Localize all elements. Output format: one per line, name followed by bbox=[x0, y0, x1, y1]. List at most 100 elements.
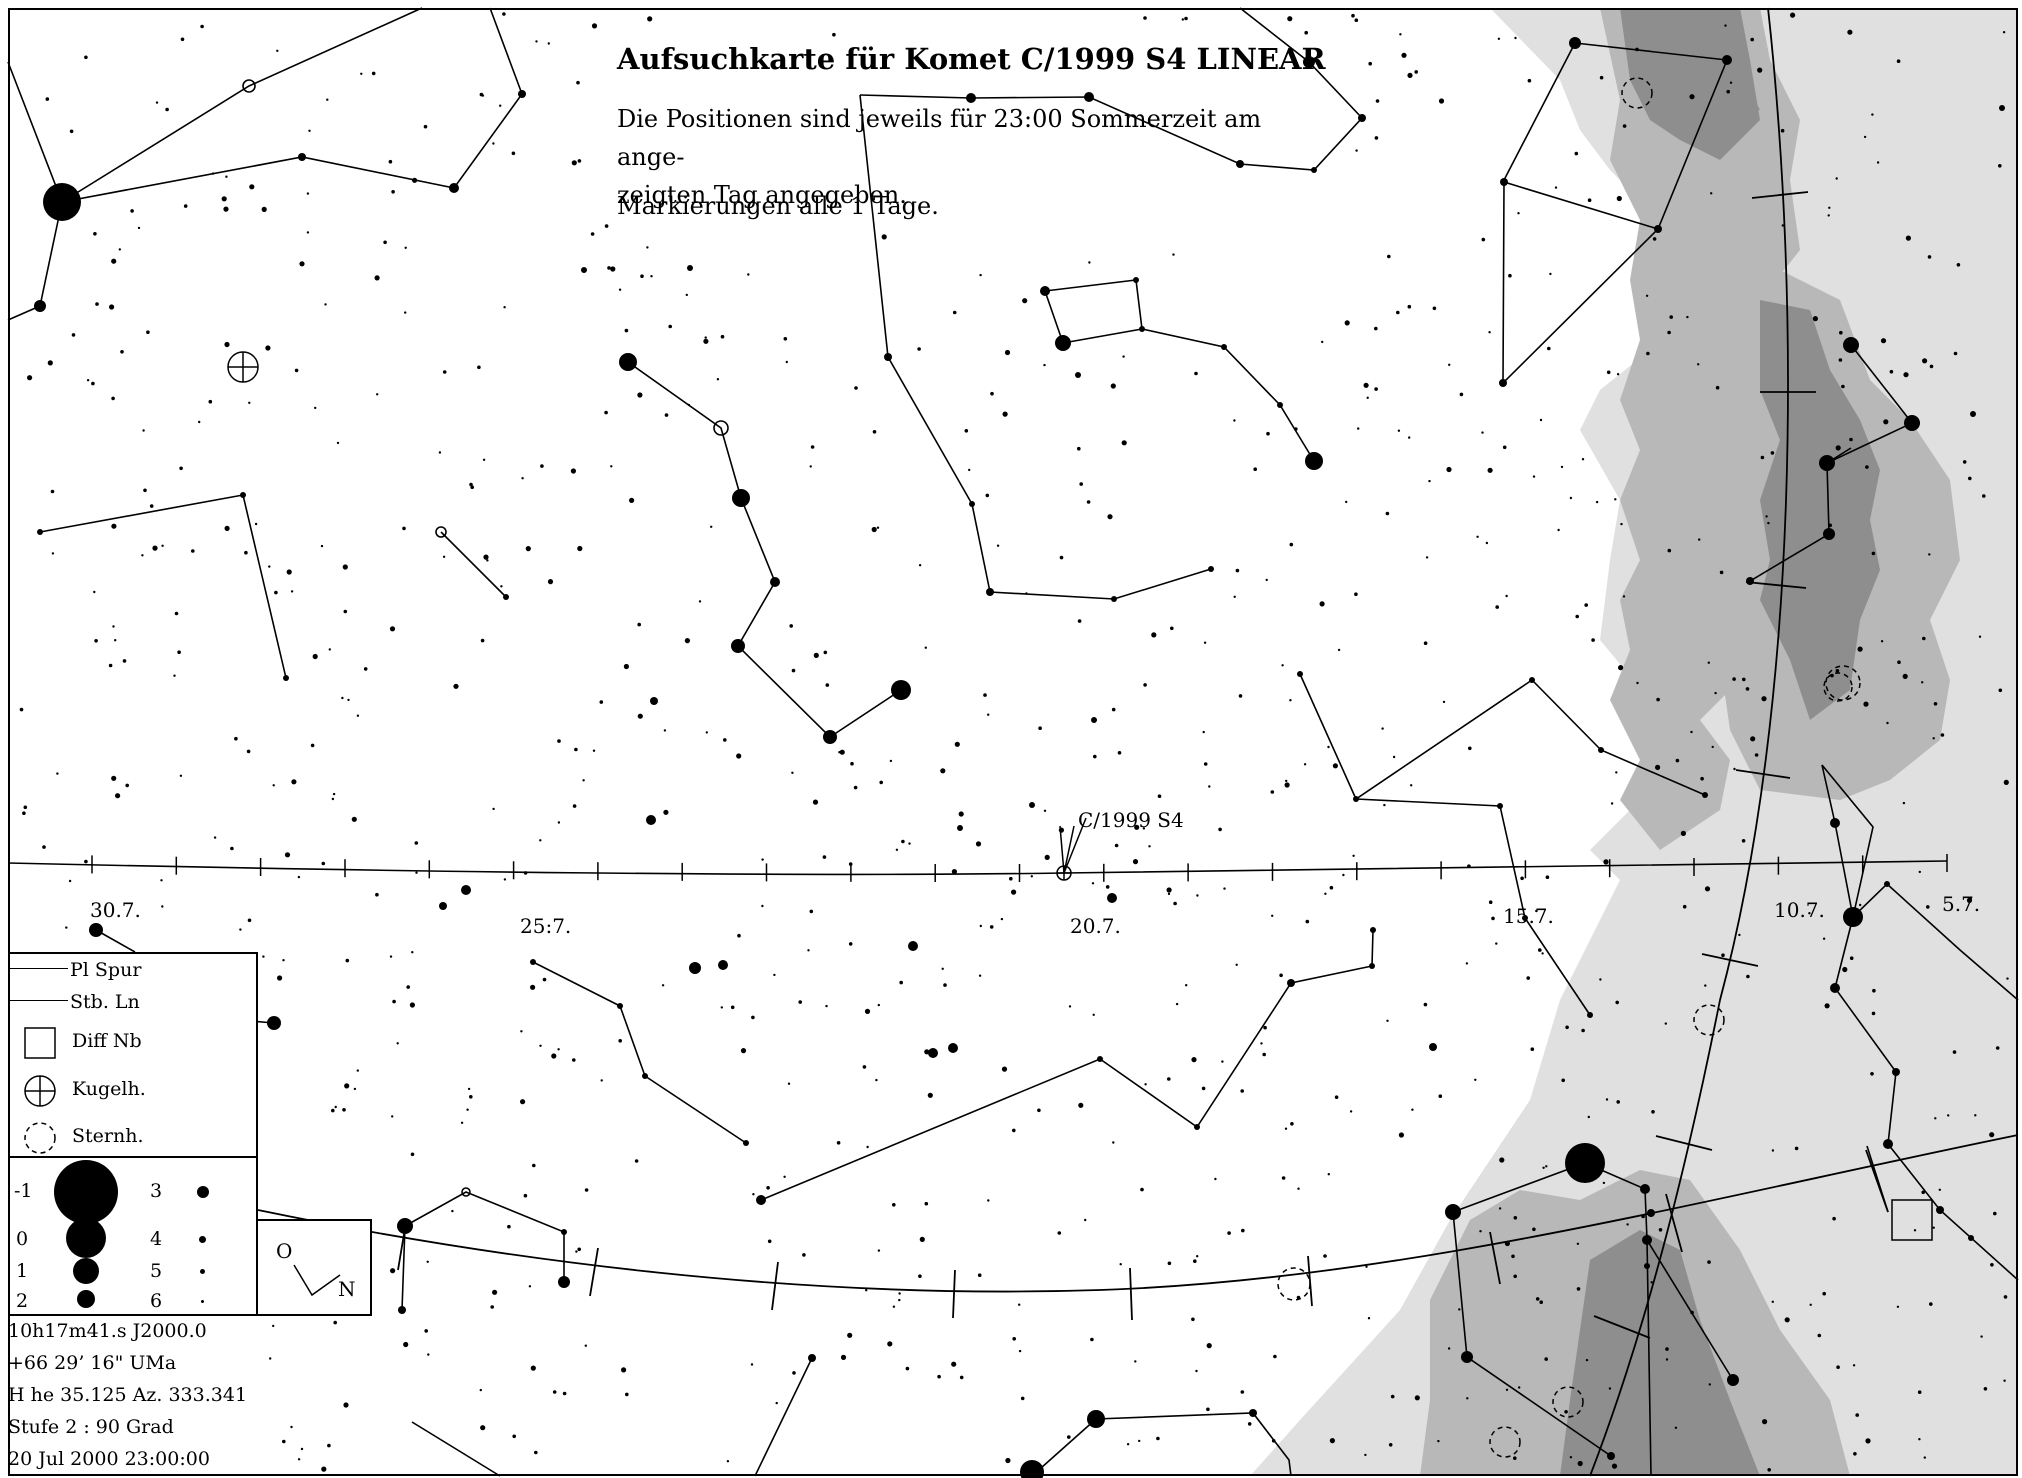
faint-star bbox=[1513, 1216, 1518, 1220]
faint-star bbox=[336, 441, 340, 445]
faint-star bbox=[1853, 1452, 1857, 1456]
faint-star bbox=[1962, 460, 1967, 464]
magnitude-label: 1 bbox=[16, 1260, 29, 1282]
constellation-lines bbox=[7, 7, 2019, 1477]
faint-star bbox=[1581, 458, 1585, 461]
faint-star bbox=[71, 333, 76, 337]
faint-stars bbox=[19, 12, 2009, 1472]
faint-star bbox=[1037, 1108, 1041, 1113]
faint-star bbox=[160, 879, 163, 882]
faint-star bbox=[1077, 446, 1081, 451]
faint-star bbox=[200, 24, 204, 29]
faint-star bbox=[213, 836, 217, 839]
faint-star bbox=[1352, 854, 1355, 857]
faint-star bbox=[262, 955, 265, 958]
star bbox=[1111, 596, 1117, 602]
milky-way-dense-3 bbox=[1560, 1230, 1760, 1476]
faint-star bbox=[374, 275, 380, 281]
faint-star bbox=[1173, 901, 1177, 906]
faint-star bbox=[1966, 897, 1973, 904]
info-level: Stufe 2 : 90 Grad bbox=[8, 1416, 174, 1438]
faint-star bbox=[1498, 1207, 1502, 1210]
star bbox=[1569, 37, 1581, 49]
faint-star bbox=[634, 1159, 639, 1163]
faint-star bbox=[590, 232, 595, 236]
star bbox=[1499, 379, 1507, 387]
faint-star bbox=[1410, 784, 1413, 787]
star bbox=[37, 529, 43, 535]
faint-star bbox=[710, 525, 713, 528]
milky-way-dense-4 bbox=[1640, 8, 1760, 120]
star bbox=[398, 1306, 406, 1314]
faint-star bbox=[1110, 383, 1116, 389]
faint-star bbox=[1364, 1453, 1367, 1457]
faint-star bbox=[1707, 661, 1711, 664]
star bbox=[1107, 893, 1117, 903]
faint-star bbox=[1357, 427, 1360, 430]
faint-star bbox=[308, 129, 311, 132]
faint-star bbox=[1741, 839, 1746, 843]
faint-star bbox=[1038, 726, 1042, 730]
faint-star bbox=[736, 753, 742, 759]
faint-star bbox=[269, 1357, 272, 1360]
faint-star bbox=[1368, 61, 1372, 66]
faint-star bbox=[1576, 1287, 1581, 1291]
galactic-tick bbox=[1701, 953, 1759, 967]
faint-star bbox=[1667, 330, 1671, 335]
faint-star bbox=[1304, 30, 1308, 35]
faint-star bbox=[221, 196, 227, 202]
star bbox=[1429, 1043, 1437, 1051]
star bbox=[1722, 55, 1732, 65]
faint-star bbox=[1938, 1188, 1942, 1192]
faint-star bbox=[388, 159, 393, 164]
double-star-icon bbox=[713, 420, 729, 436]
faint-star bbox=[927, 1092, 933, 1098]
faint-star bbox=[469, 482, 473, 487]
faint-star bbox=[1742, 677, 1746, 682]
faint-star bbox=[1549, 272, 1552, 276]
star bbox=[1884, 881, 1890, 887]
faint-star bbox=[1675, 758, 1680, 763]
faint-star bbox=[249, 184, 255, 190]
faint-star bbox=[577, 545, 583, 552]
faint-star bbox=[792, 1371, 796, 1375]
galactic-tick bbox=[1745, 581, 1807, 589]
faint-star bbox=[1458, 1308, 1461, 1311]
faint-star bbox=[1227, 1231, 1231, 1235]
star bbox=[1830, 818, 1840, 828]
faint-star bbox=[492, 807, 495, 811]
faint-star bbox=[1745, 687, 1750, 691]
constellation-line bbox=[859, 7, 1364, 171]
faint-star bbox=[1539, 418, 1543, 422]
faint-star bbox=[389, 626, 396, 632]
comet-track-ticks bbox=[91, 854, 1948, 882]
magnitude-dot bbox=[66, 1218, 106, 1258]
faint-star bbox=[1828, 523, 1832, 528]
faint-star bbox=[403, 1341, 409, 1348]
open-cluster-legend-icon bbox=[24, 1122, 56, 1154]
faint-star bbox=[1932, 1226, 1935, 1229]
faint-star bbox=[1366, 396, 1369, 399]
faint-star bbox=[1544, 1357, 1548, 1361]
faint-star bbox=[1576, 1242, 1580, 1246]
ecliptic-tick bbox=[589, 1247, 599, 1297]
faint-star bbox=[684, 638, 691, 644]
faint-star bbox=[1511, 1254, 1515, 1259]
faint-star bbox=[114, 639, 117, 642]
faint-star bbox=[1247, 1422, 1252, 1426]
faint-star bbox=[290, 590, 294, 593]
faint-star bbox=[1849, 437, 1853, 442]
faint-star bbox=[1569, 496, 1573, 500]
faint-star bbox=[807, 949, 810, 952]
faint-star bbox=[1781, 224, 1785, 227]
faint-star bbox=[328, 648, 331, 651]
reference-curves bbox=[257, 7, 2019, 1477]
faint-star bbox=[661, 984, 665, 987]
faint-star bbox=[343, 609, 348, 614]
faint-star bbox=[321, 1466, 327, 1472]
faint-star bbox=[1156, 1436, 1160, 1441]
faint-star bbox=[1005, 1457, 1011, 1464]
faint-star bbox=[1271, 1439, 1276, 1443]
faint-star bbox=[1998, 164, 2002, 168]
faint-star bbox=[1518, 1386, 1521, 1389]
